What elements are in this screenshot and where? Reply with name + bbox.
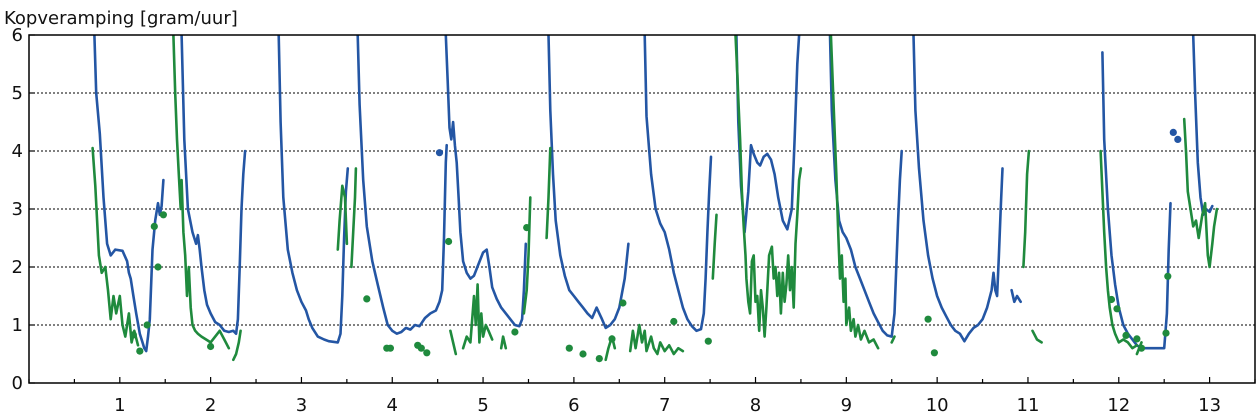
data-point	[129, 331, 137, 339]
y-tick-label: 0	[12, 373, 23, 394]
series-blue	[93, 35, 1214, 353]
y-tick-label: 6	[12, 25, 23, 46]
series-line-segment	[604, 335, 617, 362]
series-line-segment	[547, 35, 630, 330]
chart-title: Kopveramping [gram/uur]	[4, 8, 238, 29]
series-line-segment	[628, 323, 685, 356]
data-point	[523, 224, 531, 232]
series-line-segment	[449, 329, 458, 356]
data-point	[150, 222, 158, 230]
series-line-segment	[180, 35, 247, 335]
x-axis: 1 2 3 4 5 6 7 8 9 10 11 12 13	[28, 377, 1256, 416]
data-point	[619, 299, 627, 307]
y-axis: 0 1 2 3 4 5 6	[12, 25, 35, 394]
data-point	[924, 315, 932, 323]
series-line-segment	[890, 335, 896, 344]
data-point	[1162, 329, 1170, 337]
data-point	[435, 149, 444, 157]
data-point	[579, 350, 587, 358]
data-point	[423, 349, 431, 357]
x-tick-label: 1	[114, 395, 125, 416]
data-point	[363, 295, 371, 303]
series-line-segment	[499, 335, 508, 350]
x-tick-label: 7	[659, 395, 670, 416]
data-point	[608, 335, 616, 343]
plot-area	[91, 35, 1219, 363]
series-line-segment	[1101, 51, 1172, 350]
series-line-segment	[829, 35, 880, 350]
x-tick-label: 5	[477, 395, 488, 416]
series-line-segment	[1191, 35, 1214, 217]
series-line-segment	[735, 35, 801, 234]
series-line-segment	[1010, 288, 1022, 304]
data-point	[1107, 295, 1116, 304]
x-tick-label: 9	[841, 395, 852, 416]
series-line-segment	[172, 35, 231, 350]
data-point	[1122, 331, 1130, 339]
y-tick-label: 4	[12, 141, 23, 162]
series-line-segment	[1031, 329, 1043, 344]
series-line-segment	[232, 329, 242, 362]
series-line-segment	[545, 146, 552, 240]
x-tick-label: 3	[296, 395, 307, 416]
data-point	[1133, 335, 1141, 343]
series-line-segment	[444, 35, 528, 328]
x-tick-label: 11	[1017, 395, 1040, 416]
series-line-segment	[356, 35, 448, 335]
data-point	[207, 342, 215, 351]
x-tick-label: 2	[205, 395, 216, 416]
data-point	[511, 328, 519, 336]
series-line-segment	[828, 35, 903, 338]
series-line-segment	[1182, 117, 1219, 269]
y-tick-label: 1	[12, 315, 23, 336]
series-line-segment	[461, 283, 494, 350]
x-tick-label: 4	[387, 395, 398, 416]
gridlines	[29, 92, 1255, 326]
series-line-segment	[734, 35, 803, 338]
series-line-segment	[93, 35, 165, 353]
data-point	[136, 347, 144, 355]
series-line-segment	[336, 184, 349, 251]
data-point	[159, 211, 167, 219]
data-point	[386, 344, 394, 352]
data-point	[1174, 135, 1182, 143]
data-point	[1169, 128, 1177, 136]
data-point	[565, 344, 573, 352]
data-point	[670, 317, 678, 326]
series-line-segment	[91, 146, 140, 347]
data-point	[1137, 344, 1146, 352]
data-point	[445, 237, 453, 246]
data-point	[1164, 272, 1172, 280]
series-green	[91, 35, 1219, 363]
series-line-segment	[1099, 149, 1139, 350]
x-tick-label: 8	[750, 395, 761, 416]
series-line-segment	[277, 35, 350, 344]
y-tick-label: 3	[12, 199, 23, 220]
series-line-segment	[350, 167, 358, 269]
data-point	[930, 349, 939, 357]
x-tick-label: 6	[568, 395, 579, 416]
series-line-segment	[711, 213, 718, 280]
x-tick-label: 13	[1198, 395, 1221, 416]
data-point	[417, 344, 425, 352]
series-line-segment	[643, 35, 713, 333]
data-point	[143, 321, 151, 329]
x-tick-label: 12	[1107, 395, 1130, 416]
y-tick-label: 2	[12, 257, 23, 278]
series-line-segment	[1022, 149, 1031, 269]
data-point	[1113, 305, 1121, 313]
data-point	[154, 263, 162, 271]
data-point	[704, 337, 712, 345]
data-point	[595, 355, 603, 363]
y-tick-label: 5	[12, 83, 23, 104]
x-tick-label: 10	[926, 395, 949, 416]
series-line-segment	[912, 35, 1004, 343]
